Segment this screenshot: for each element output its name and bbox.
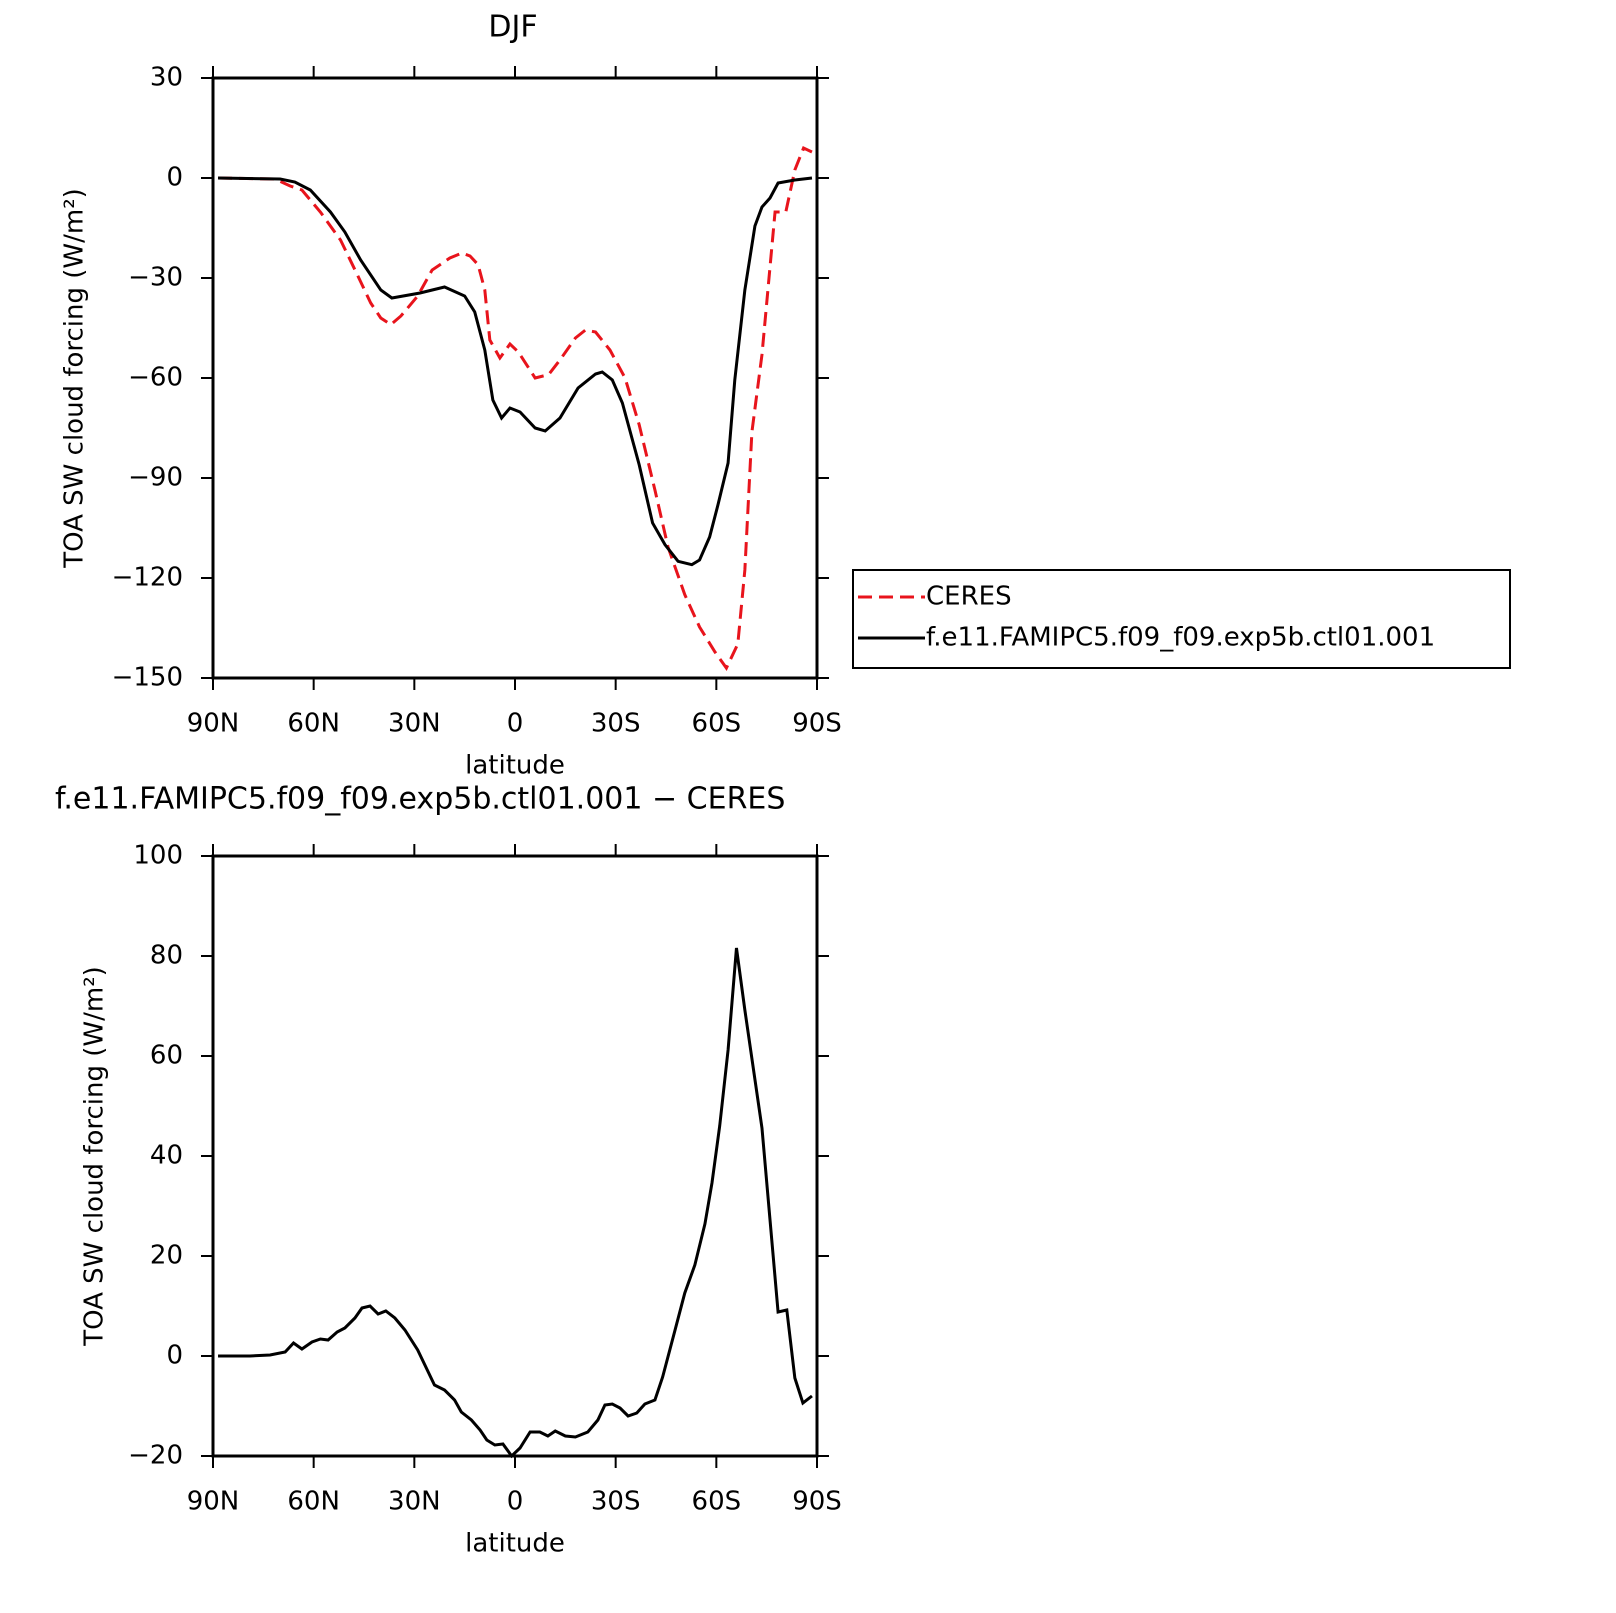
y-tick-label: 60 (150, 1041, 183, 1071)
y-tick-label: −150 (112, 663, 183, 693)
x-tick-label: 90N (187, 709, 240, 739)
y-tick-label: −90 (128, 463, 183, 493)
x-tick-label: 30S (591, 1487, 641, 1517)
legend-label: CERES (926, 582, 1012, 612)
title: DJF (488, 10, 537, 45)
title: f.e11.FAMIPC5.f09_f09.exp5b.ctl01.001 − … (55, 782, 785, 817)
data-line (218, 145, 813, 671)
x-tick-label: 60N (287, 709, 340, 739)
x-tick-label: 0 (507, 709, 524, 739)
y-tick-label: 0 (166, 1341, 183, 1371)
y-tick-label: 20 (150, 1241, 183, 1271)
x-tick-label: 60S (692, 709, 742, 739)
y-tick-label: 0 (166, 163, 183, 193)
legend-label: f.e11.FAMIPC5.f09_f09.exp5b.ctl01.001 (926, 623, 1435, 653)
y-tick-label: −20 (128, 1441, 183, 1471)
y-tick-label: −120 (112, 563, 183, 593)
y-tick-label: −30 (128, 263, 183, 293)
x-axis-label: latitude (465, 751, 565, 781)
x-tick-label: 60S (692, 1487, 742, 1517)
y-tick-label: 100 (133, 841, 183, 871)
x-tick-label: 30S (591, 709, 641, 739)
y-tick-label: −60 (128, 363, 183, 393)
x-tick-label: 90S (792, 1487, 842, 1517)
data-line (218, 176, 813, 567)
x-axis-label: latitude (465, 1529, 565, 1559)
x-tick-label: 90N (187, 1487, 240, 1517)
y-axis-label: TOA SW cloud forcing (W/m²) (60, 188, 90, 569)
x-tick-label: 30N (388, 709, 441, 739)
x-tick-label: 60N (287, 1487, 340, 1517)
y-tick-label: 40 (150, 1141, 183, 1171)
legend-box (852, 569, 1511, 669)
y-tick-label: 30 (150, 63, 183, 93)
plot-frame (211, 76, 819, 680)
y-tick-label: 80 (150, 941, 183, 971)
x-tick-label: 0 (507, 1487, 524, 1517)
plot-frame (211, 854, 819, 1458)
x-tick-label: 30N (388, 1487, 441, 1517)
x-tick-label: 90S (792, 709, 842, 739)
data-line (218, 947, 813, 1459)
y-axis-label: TOA SW cloud forcing (W/m²) (80, 966, 110, 1347)
